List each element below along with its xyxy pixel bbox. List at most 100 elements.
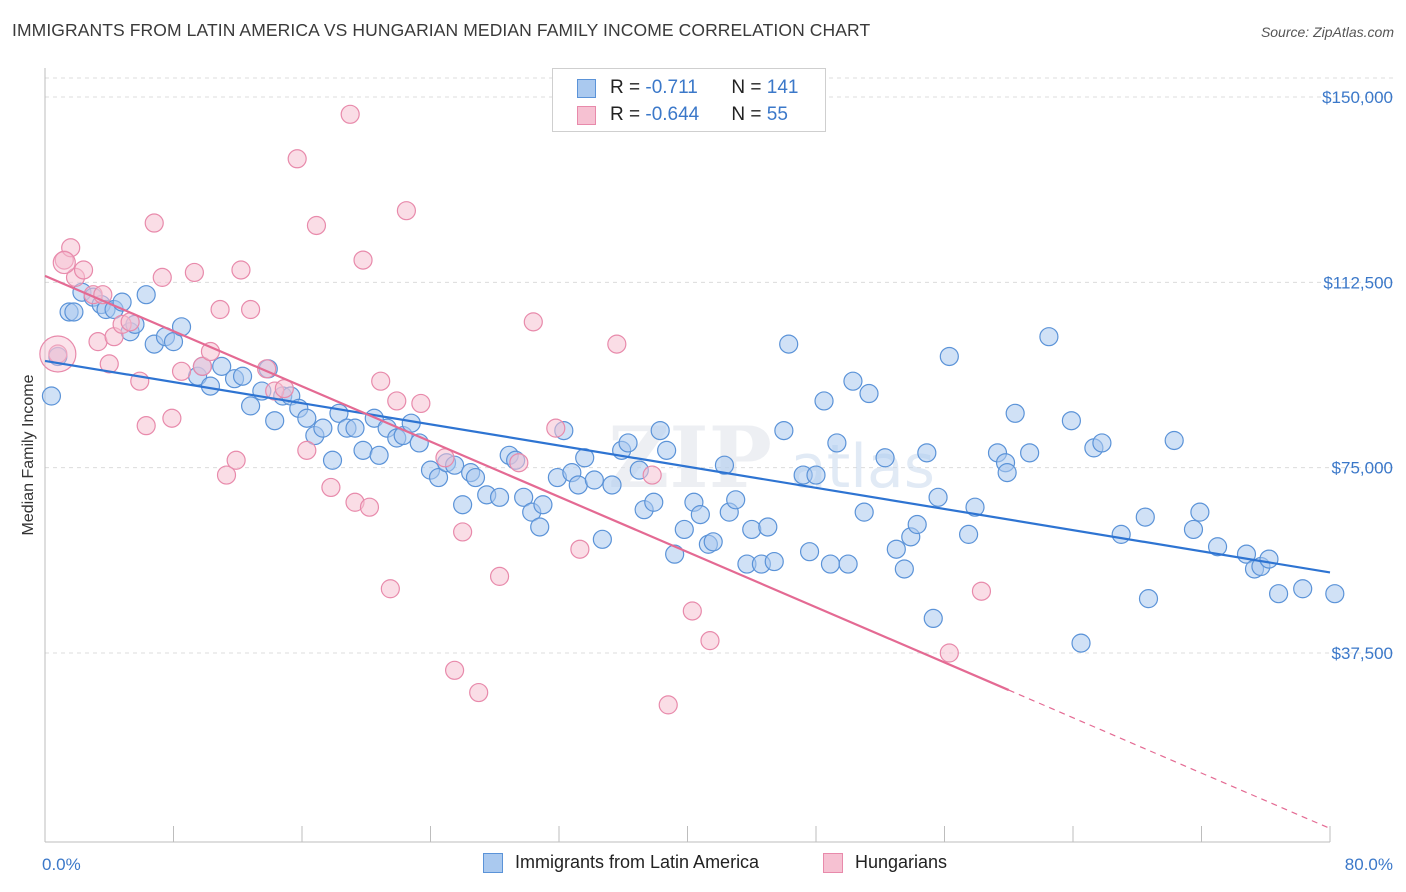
legend-swatch-blue: [483, 852, 503, 873]
data-point-hungarians: [682, 601, 702, 621]
legend-n-label: N =: [731, 77, 767, 98]
data-point-hungarians: [136, 416, 156, 436]
data-point-hungarians: [371, 371, 391, 391]
series-legend: Immigrants from Latin America Hungarians: [0, 852, 1406, 878]
trend-lines: [44, 274, 1331, 829]
data-point-hungarians: [144, 213, 164, 233]
legend-n-label: N =: [731, 104, 767, 125]
data-point-latin-america: [241, 396, 261, 416]
data-point-latin-america: [618, 433, 638, 453]
data-point-latin-america: [923, 608, 943, 629]
data-point-hungarians: [396, 201, 417, 221]
data-point-latin-america: [799, 542, 820, 562]
data-point-latin-america: [1020, 443, 1040, 463]
legend-swatch-blue: [577, 78, 596, 98]
data-point-hungarians: [340, 104, 360, 124]
data-point-latin-america: [322, 450, 343, 470]
data-point-latin-america: [958, 524, 979, 544]
x-tick-label-min: 0.0%: [42, 855, 81, 874]
data-point-latin-america: [584, 470, 604, 490]
data-point-latin-america: [212, 356, 232, 376]
data-point-latin-america: [353, 440, 373, 460]
y-tick-label: $75,000: [1332, 459, 1393, 478]
y-axis-label: Median Family Income: [20, 374, 37, 535]
data-point-hungarians: [192, 356, 213, 376]
legend-n-value: 55: [766, 104, 788, 125]
data-point-latin-america: [568, 475, 588, 495]
y-tick-label: $150,000: [1322, 88, 1393, 107]
data-point-hungarians: [971, 581, 992, 601]
data-point-latin-america: [1111, 524, 1131, 544]
tick-labels: $37,500 $75,000 $112,500 $150,000 0.0% 80.0%: [42, 88, 1393, 874]
data-point-latin-america: [1268, 584, 1289, 604]
data-point-latin-america: [886, 539, 906, 559]
data-point-latin-america: [703, 532, 723, 552]
data-point-latin-america: [465, 467, 486, 488]
y-tick-label: $112,500: [1323, 273, 1393, 292]
data-point-latin-america: [453, 495, 473, 515]
data-point-hungarians: [210, 299, 230, 320]
data-point-latin-america: [265, 411, 285, 431]
data-point-latin-america: [650, 421, 670, 441]
data-point-latin-america: [657, 440, 677, 460]
data-point-latin-america: [690, 505, 710, 525]
data-point-latin-america: [1039, 327, 1059, 347]
data-point-latin-america: [875, 448, 895, 468]
data-point-hungarians: [152, 267, 172, 287]
data-point-latin-america: [843, 371, 863, 391]
data-point-hungarians-large: [52, 250, 76, 275]
data-point-latin-america: [827, 433, 847, 453]
data-point-latin-america: [1138, 589, 1159, 609]
data-point-latin-america: [1325, 584, 1345, 604]
legend-label-hungarians: Hungarians: [855, 852, 948, 872]
data-point-latin-america: [64, 302, 84, 322]
data-point-hungarians: [411, 393, 431, 414]
data-point-hungarians: [297, 440, 317, 460]
data-point-latin-america: [533, 495, 553, 515]
legend-r-label: R =: [610, 104, 646, 125]
data-point-hungarians: [321, 477, 341, 498]
data-point-hungarians-large: [39, 335, 77, 373]
data-point-latin-america: [814, 391, 834, 411]
data-point-latin-america: [1071, 633, 1091, 653]
data-point-hungarians: [241, 299, 261, 320]
legend-n-value: 141: [766, 77, 799, 98]
y-tick-label: $37,500: [1332, 644, 1393, 663]
data-point-hungarians: [380, 579, 400, 599]
legend-swatch-pink: [577, 105, 596, 125]
data-point-hungarians: [353, 250, 373, 270]
x-tick-label-max: 80.0%: [1345, 855, 1393, 874]
data-point-hungarians: [231, 260, 251, 280]
data-point-hungarians: [469, 682, 489, 703]
data-point-latin-america: [774, 421, 794, 441]
data-point-latin-america: [997, 463, 1017, 483]
data-point-latin-america: [714, 455, 735, 475]
data-point-latin-america: [592, 529, 612, 549]
trend-line-hungarians: [44, 274, 1010, 692]
data-point-hungarians: [226, 450, 246, 470]
data-point-latin-america: [859, 383, 879, 404]
trend-line-hungarians-extension: [1008, 689, 1331, 829]
data-point-latin-america: [806, 465, 826, 485]
data-point-latin-america: [313, 418, 333, 438]
data-point-latin-america: [665, 544, 685, 564]
data-point-latin-america: [644, 492, 664, 512]
data-point-latin-america: [489, 487, 510, 507]
data-point-latin-america: [602, 475, 622, 495]
data-point-latin-america: [1164, 430, 1184, 451]
data-point-hungarians: [162, 408, 182, 428]
data-point-latin-america: [1135, 507, 1155, 527]
data-point-latin-america: [742, 519, 762, 540]
data-point-hungarians: [658, 695, 678, 715]
data-point-latin-america: [345, 418, 365, 438]
data-point-latin-america: [1207, 537, 1228, 557]
legend-label-latin-america: Immigrants from Latin America: [515, 852, 760, 872]
data-point-hungarians: [546, 418, 566, 438]
data-point-hungarians: [444, 660, 465, 680]
data-point-hungarians: [523, 312, 543, 332]
data-point-hungarians: [700, 631, 720, 651]
data-point-hungarians: [570, 539, 590, 559]
data-point-hungarians: [642, 465, 662, 485]
data-point-hungarians: [489, 566, 510, 586]
data-point-latin-america: [1293, 579, 1313, 599]
